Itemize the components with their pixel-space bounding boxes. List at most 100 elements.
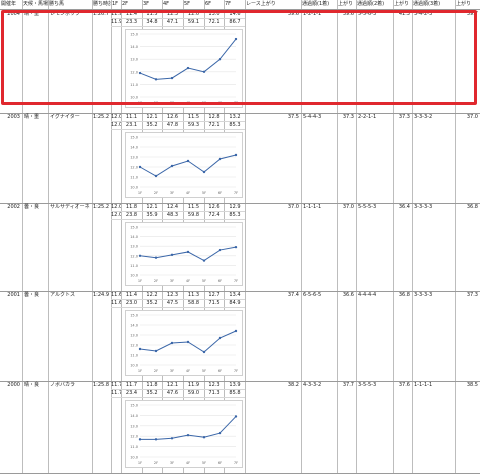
table-cell: 5-5-5-3 xyxy=(358,204,377,210)
table-cell: 1:25.2 xyxy=(93,114,109,120)
lap-chart-svg: 15.0 14.0 13.0 12.0 11.0 10.01F 2F 3F 4F 5F 6F 7F xyxy=(130,136,238,196)
table-cell: 曇・良 xyxy=(24,204,40,210)
table-cell: 14.6 xyxy=(229,11,241,17)
table-cell: 2004 xyxy=(7,11,20,17)
column-header: 4F xyxy=(163,1,170,7)
table-cell: 39.6 xyxy=(342,11,354,17)
table-cell: 35.2 xyxy=(146,122,158,128)
column-header: 上がり xyxy=(394,1,410,7)
x-tick-label: 2F xyxy=(154,461,158,465)
table-cell: 72.4 xyxy=(208,212,220,218)
row-divider xyxy=(0,113,480,114)
table-cell: 11.8 xyxy=(125,204,138,210)
table-cell: 12.0 xyxy=(111,212,121,218)
table-cell: 37.5 xyxy=(287,114,299,120)
table-cell: 晴・重 xyxy=(24,11,40,17)
data-point xyxy=(186,250,190,254)
subrow-divider xyxy=(111,307,245,308)
table-cell: 1-1-1-1 xyxy=(303,204,322,210)
x-tick-label: 3F xyxy=(170,279,174,283)
table-cell: 36.6 xyxy=(342,292,354,298)
subrow-divider xyxy=(111,26,245,27)
table-cell: 1-2-1-1 xyxy=(303,11,322,17)
x-tick-label: 5F xyxy=(202,369,206,373)
table-cell: 12.3 xyxy=(208,382,220,388)
y-tick-label: 12.0 xyxy=(130,166,138,170)
column-divider xyxy=(337,0,338,473)
column-divider xyxy=(356,0,357,473)
data-point xyxy=(154,256,158,259)
y-tick-label: 15.0 xyxy=(130,136,138,140)
table-cell: 12.1 xyxy=(146,114,158,120)
table-cell: 12.6 xyxy=(166,114,179,120)
lap-chart: 15.0 14.0 13.0 12.0 11.0 10.0 1F 2F 3F 4F 5F 6F 7F xyxy=(125,29,243,108)
row-divider xyxy=(0,291,480,292)
column-header: 7F xyxy=(225,1,232,7)
column-header: 通過順(3着) xyxy=(413,1,441,7)
table-cell: 曇・良 xyxy=(24,292,40,298)
x-tick-label: 5F xyxy=(202,461,206,465)
table-cell: 71.3 xyxy=(208,390,220,396)
y-tick-label: 12.0 xyxy=(130,435,138,439)
lap-chart: 15.0 14.0 13.0 12.0 11.0 10.0 1F 2F 3F 4F 5F 6F 7F xyxy=(125,132,243,198)
subrow-divider xyxy=(111,299,245,300)
data-point xyxy=(186,159,190,163)
y-tick-label: 11.0 xyxy=(130,445,138,449)
table-cell: 72.1 xyxy=(208,122,220,128)
table-cell: 36.8 xyxy=(398,292,410,298)
table-cell: 12.1 xyxy=(146,204,158,210)
table-cell: 1:25.8 xyxy=(93,382,109,388)
table-cell: 3-3-3-3 xyxy=(414,292,433,298)
table-cell: 38.2 xyxy=(287,382,299,388)
column-divider xyxy=(121,0,122,473)
data-point xyxy=(218,248,222,252)
y-tick-label: 13.0 xyxy=(130,58,138,62)
x-tick-label: 7F xyxy=(234,279,238,283)
table-cell: 晴・良 xyxy=(24,382,40,388)
table-cell: 23.1 xyxy=(125,122,138,128)
lap-chart-svg: 15.0 14.0 13.0 12.0 11.0 10.01F 2F 3F 4F 5F 6F 7F xyxy=(130,404,238,466)
table-cell: 84.9 xyxy=(229,300,241,306)
table-cell: 48.3 xyxy=(166,212,179,218)
y-tick-label: 10.0 xyxy=(130,364,138,368)
column-header: 1F xyxy=(112,1,119,7)
table-cell: 5-4-4-3 xyxy=(303,114,322,120)
data-point xyxy=(234,37,238,41)
table-cell: 38.5 xyxy=(466,382,478,388)
data-point xyxy=(186,66,190,70)
y-tick-label: 10.0 xyxy=(130,274,138,278)
table-cell: 37.3 xyxy=(398,114,410,120)
table-cell: 2003 xyxy=(7,114,20,120)
data-point xyxy=(202,350,206,354)
y-tick-label: 13.0 xyxy=(130,245,138,249)
data-point xyxy=(234,153,238,157)
subrow-divider xyxy=(111,121,245,122)
table-cell: 12.9 xyxy=(229,204,241,210)
table-cell: 5-5-6-3 xyxy=(358,11,377,17)
table-cell: 2002 xyxy=(7,204,20,210)
table-cell: 59.3 xyxy=(187,122,200,128)
x-tick-label: 3F xyxy=(170,369,174,373)
data-point xyxy=(170,341,174,345)
x-tick-label: 1F xyxy=(138,279,142,283)
series-line xyxy=(139,154,237,177)
table-cell: 12.0 xyxy=(111,114,121,120)
table-cell: 11.8 xyxy=(146,382,158,388)
table-cell: 37.0 xyxy=(287,204,299,210)
y-tick-label: 12.0 xyxy=(130,344,138,348)
table-cell: 36.4 xyxy=(398,204,410,210)
x-tick-label: 1F xyxy=(138,369,142,373)
data-point xyxy=(154,78,158,81)
column-header: 2F xyxy=(122,1,129,7)
column-header: 開催年 xyxy=(1,1,17,7)
table-cell: 12.3 xyxy=(166,11,179,17)
data-point xyxy=(138,71,142,75)
table-cell: 35.2 xyxy=(146,390,158,396)
lap-chart-svg: 15.0 14.0 13.0 12.0 11.0 10.01F 2F 3F 4F 5F 6F 7F xyxy=(130,226,238,284)
column-divider xyxy=(92,0,93,473)
y-tick-label: 10.0 xyxy=(130,186,138,190)
table-cell: 11.5 xyxy=(146,11,158,17)
table-cell: 11.5 xyxy=(187,204,200,210)
lap-chart: 15.0 14.0 13.0 12.0 11.0 10.0 1F 2F 3F 4F 5F 6F 7F xyxy=(125,222,243,286)
data-point xyxy=(234,245,238,249)
